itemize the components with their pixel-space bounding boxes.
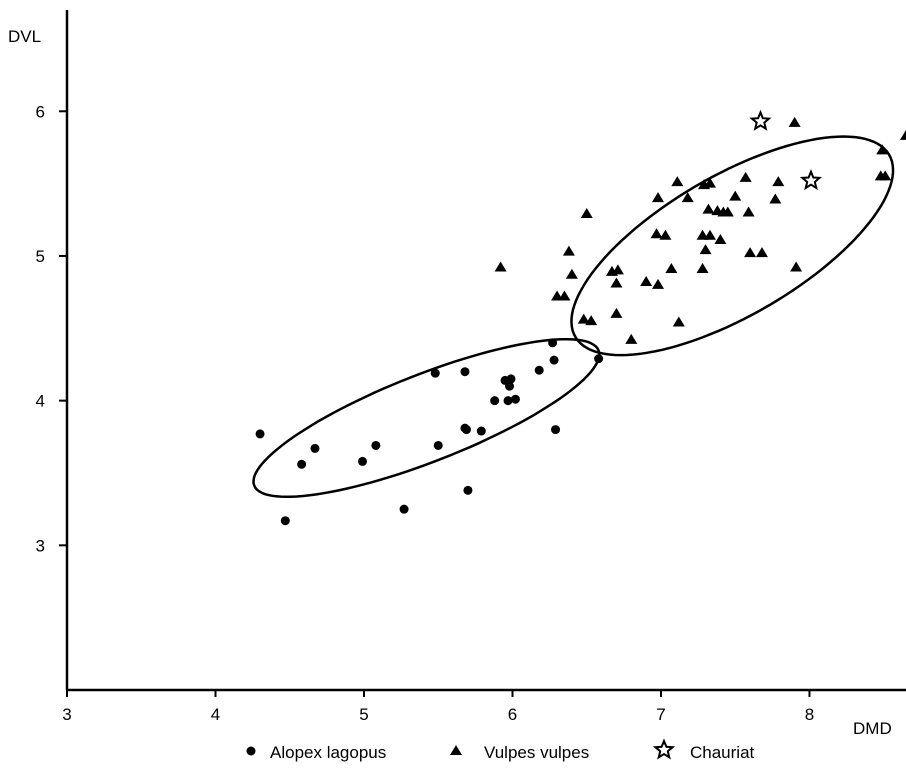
legend-marker-chauriat — [652, 738, 676, 760]
alopex-lagopus-point-17 — [505, 381, 515, 391]
alopex-lagopus-point-14 — [490, 396, 500, 406]
alopex-lagopus-point-2 — [297, 459, 307, 469]
alopex-lagopus-point-7 — [430, 368, 440, 378]
x-axis-title: DMD — [853, 719, 892, 738]
alopex-lagopus-point-19 — [510, 394, 520, 404]
legend-label-alopex-lagopus: Alopex lagopus — [270, 743, 386, 762]
vulpes-vulpes-point-17 — [659, 229, 672, 240]
legend-marker-vulpes-vulpes — [450, 745, 462, 755]
vulpes-vulpes-point-22 — [696, 262, 709, 273]
vulpes-vulpes-point-16 — [652, 192, 665, 203]
vulpes-vulpes-point-35 — [742, 206, 755, 217]
vulpes-vulpes-point-44 — [879, 170, 892, 181]
vulpes-vulpes-point-20 — [672, 316, 685, 327]
legend-label-vulpes-vulpes: Vulpes vulpes — [484, 743, 589, 762]
vulpes-vulpes-point-0 — [494, 261, 507, 272]
legend-label-chauriat: Chauriat — [690, 743, 755, 762]
vulpes-vulpes-point-11 — [610, 307, 623, 318]
chauriat-point-1 — [799, 169, 822, 191]
vulpes-vulpes-point-30 — [714, 234, 727, 245]
data-points — [255, 109, 906, 526]
axes: DVL DMD — [8, 10, 906, 738]
alopex-lagopus-point-16 — [503, 396, 513, 406]
vulpes-vulpes-point-41 — [790, 261, 803, 272]
alopex-lagopus-point-0 — [255, 429, 265, 439]
vulpes-vulpes-point-18 — [665, 262, 678, 273]
y-axis-title: DVL — [8, 27, 41, 46]
vulpes-vulpes-point-19 — [671, 176, 684, 187]
alopex-lagopus-point-18 — [506, 374, 516, 384]
vulpes-vulpes-point-14 — [650, 228, 663, 239]
y-tick-label-6: 6 — [36, 102, 45, 121]
vulpes-vulpes-point-13 — [640, 276, 653, 286]
y-tick-label-5: 5 — [36, 247, 45, 266]
x-tick-label-6: 6 — [508, 705, 517, 724]
vulpes-vulpes-point-40 — [788, 116, 801, 127]
alopex-lagopus-point-13 — [476, 426, 486, 436]
ellipse-vulpes-vulpes — [570, 135, 895, 357]
x-tick-label-4: 4 — [211, 705, 220, 724]
x-tick-label-7: 7 — [656, 705, 665, 724]
alopex-lagopus-point-22 — [549, 355, 559, 365]
alopex-lagopus-point-21 — [548, 338, 558, 348]
alopex-lagopus-point-4 — [358, 456, 368, 466]
vulpes-vulpes-point-33 — [729, 190, 742, 201]
vulpes-vulpes-point-6 — [580, 208, 593, 218]
alopex-lagopus-point-11 — [461, 425, 471, 435]
alopex-lagopus-point-3 — [310, 443, 320, 453]
x-tick-label-5: 5 — [359, 705, 368, 724]
alopex-lagopus-point-23 — [551, 425, 561, 435]
alopex-lagopus-point-20 — [534, 365, 544, 375]
vulpes-vulpes-point-37 — [755, 247, 768, 258]
alopex-lagopus-point-1 — [280, 516, 290, 526]
alopex-lagopus-point-12 — [463, 485, 473, 495]
vulpes-vulpes-point-39 — [772, 176, 785, 187]
vulpes-vulpes-point-2 — [558, 290, 571, 301]
y-tick-label-3: 3 — [36, 536, 45, 555]
alopex-lagopus-point-5 — [371, 440, 381, 450]
vulpes-vulpes-point-36 — [744, 247, 757, 258]
vulpes-vulpes-point-34 — [739, 171, 752, 182]
ellipse-alopex-lagopus — [252, 337, 601, 499]
alopex-lagopus-point-9 — [460, 367, 470, 377]
tick-marks: 3 4 5 6 7 8 3 4 5 6 — [36, 102, 815, 724]
alopex-lagopus-point-24 — [594, 354, 604, 364]
vulpes-vulpes-point-38 — [769, 193, 782, 204]
legend: Alopex lagopus Vulpes vulpes Chauriat — [246, 738, 755, 762]
legend-marker-alopex-lagopus — [246, 746, 256, 756]
y-tick-label-4: 4 — [36, 392, 45, 411]
vulpes-vulpes-point-21 — [681, 192, 694, 203]
vulpes-vulpes-point-15 — [652, 278, 665, 289]
vulpes-vulpes-point-27 — [703, 229, 716, 240]
vulpes-vulpes-point-28 — [703, 177, 716, 188]
alopex-lagopus-point-8 — [433, 440, 443, 450]
chauriat-point-0 — [749, 109, 772, 131]
vulpes-vulpes-point-45 — [900, 129, 906, 140]
x-tick-label-8: 8 — [805, 705, 814, 724]
vulpes-vulpes-point-43 — [876, 144, 889, 155]
vulpes-vulpes-point-5 — [577, 313, 590, 324]
vulpes-vulpes-point-3 — [562, 245, 575, 256]
vulpes-vulpes-point-25 — [699, 244, 712, 255]
vulpes-vulpes-point-32 — [721, 206, 734, 217]
alopex-lagopus-point-6 — [399, 504, 409, 514]
vulpes-vulpes-point-12 — [625, 333, 638, 344]
ellipses-layer — [252, 135, 895, 499]
vulpes-vulpes-point-4 — [565, 268, 578, 279]
vulpes-vulpes-point-10 — [611, 264, 624, 275]
vulpes-vulpes-point-7 — [585, 315, 598, 326]
vulpes-vulpes-point-9 — [610, 277, 623, 288]
vulpes-vulpes-point-26 — [702, 203, 715, 214]
x-tick-label-3: 3 — [62, 705, 71, 724]
